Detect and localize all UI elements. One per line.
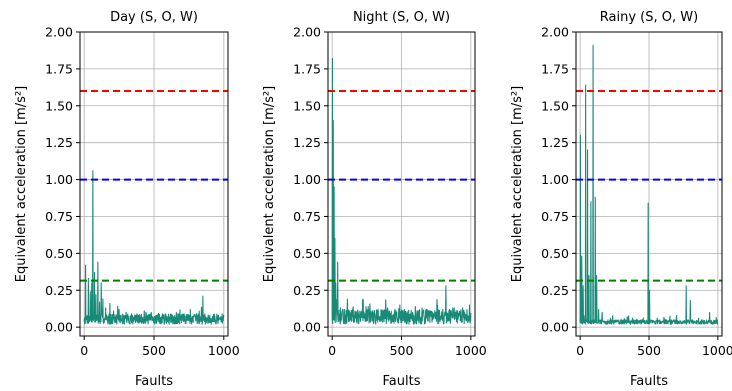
y-tick-label: 1.00 — [45, 172, 73, 187]
y-tick-label: 1.25 — [293, 135, 321, 150]
y-tick-label: 1.00 — [541, 172, 569, 187]
y-tick-label: 0.50 — [293, 246, 321, 261]
chart-title: Night (S, O, W) — [353, 10, 450, 25]
y-tick-label: 1.50 — [45, 98, 73, 113]
y-tick-label: 1.75 — [293, 61, 321, 76]
y-tick-label: 0.25 — [45, 283, 73, 298]
x-axis-label: Faults — [630, 374, 668, 389]
y-tick-label: 2.00 — [541, 25, 569, 40]
y-tick-label: 0.00 — [541, 320, 569, 335]
series-line — [331, 58, 472, 325]
y-tick-label: 0.50 — [45, 246, 73, 261]
x-tick-label: 500 — [637, 343, 661, 358]
x-axis-label: Faults — [135, 374, 173, 389]
y-tick-label: 0.75 — [293, 209, 321, 224]
x-tick-label: 500 — [142, 343, 166, 358]
y-tick-label: 0.75 — [541, 209, 569, 224]
x-tick-label: 500 — [390, 343, 414, 358]
chart-title: Day (S, O, W) — [110, 10, 198, 25]
x-tick-label: 0 — [80, 343, 88, 358]
x-axis-label: Faults — [383, 374, 421, 389]
y-tick-label: 1.75 — [45, 61, 73, 76]
subplot-3: 0 500 1000 0.00 0.25 0.50 0.75 1.00 1.25 1.50 1.75… — [510, 10, 732, 389]
subplot-1: 0 500 1000 0.00 0.25 0.50 0.75 1.00 1.25 1.50 1.75… — [14, 10, 240, 389]
x-tick-label: 1000 — [455, 343, 487, 358]
y-tick-label: 0.00 — [45, 320, 73, 335]
x-tick-label: 1000 — [702, 343, 732, 358]
x-tick-label: 0 — [328, 343, 336, 358]
y-tick-label: 0.25 — [293, 283, 321, 298]
y-tick-label: 0.25 — [541, 283, 569, 298]
y-tick-label: 1.25 — [45, 135, 73, 150]
x-tick-label: 0 — [576, 343, 584, 358]
x-tick-label: 1000 — [208, 343, 240, 358]
y-tick-label: 1.50 — [541, 98, 569, 113]
y-tick-label: 0.50 — [541, 246, 569, 261]
y-tick-label: 0.75 — [45, 209, 73, 224]
y-tick-label: 2.00 — [45, 25, 73, 40]
y-tick-label: 0.00 — [293, 320, 321, 335]
y-tick-label: 1.25 — [541, 135, 569, 150]
y-axis-label: Equivalent acceleration [m/s²] — [510, 86, 525, 282]
y-axis-label: Equivalent acceleration [m/s²] — [14, 86, 29, 282]
series-line — [83, 170, 225, 325]
chart-title: Rainy (S, O, W) — [600, 10, 698, 25]
subplot-2: 0 500 1000 0.00 0.25 0.50 0.75 1.00 1.25 1.50 1.75… — [262, 10, 487, 389]
y-tick-label: 2.00 — [293, 25, 321, 40]
y-tick-label: 1.75 — [541, 61, 569, 76]
series-line — [579, 44, 719, 325]
y-tick-label: 1.00 — [293, 172, 321, 187]
y-tick-label: 1.50 — [293, 98, 321, 113]
y-axis-label: Equivalent acceleration [m/s²] — [262, 86, 277, 282]
